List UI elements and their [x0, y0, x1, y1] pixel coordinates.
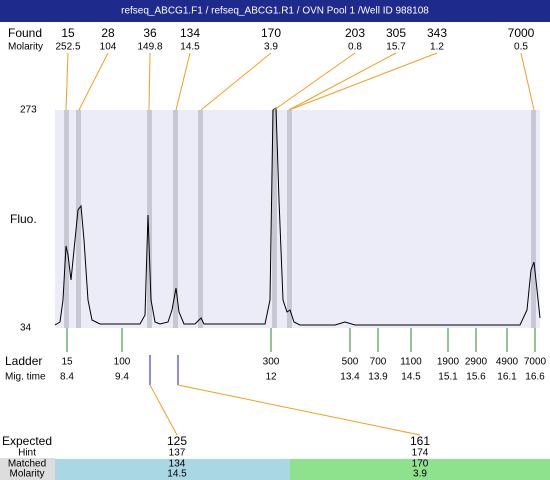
- found-size: 36: [143, 26, 157, 40]
- ladder-label: Ladder: [5, 354, 42, 368]
- ladder-size: 2900: [465, 357, 488, 368]
- found-molarity: 15.7: [386, 42, 406, 53]
- molarity-label: Molarity: [8, 42, 43, 53]
- exp-molarity-label: Molarity: [9, 469, 44, 480]
- ladder-time: 15.6: [466, 372, 486, 383]
- found-size: 7000: [508, 26, 535, 40]
- ladder-time: 13.4: [340, 372, 360, 383]
- label-bg: [0, 458, 55, 480]
- hint-size: 137: [169, 448, 186, 459]
- found-molarity: 252.5: [55, 42, 80, 53]
- title-bar: [0, 0, 550, 22]
- ladder-size: 4900: [496, 357, 519, 368]
- expected-label: Expected: [2, 434, 52, 448]
- peak-connector: [200, 52, 272, 111]
- ladder-time: 15.1: [438, 372, 458, 383]
- ladder-size: 500: [342, 357, 359, 368]
- peak-connector: [175, 52, 191, 111]
- found-molarity: 149.8: [137, 42, 162, 53]
- found-size: 343: [427, 26, 447, 40]
- matched-band: [290, 459, 550, 480]
- ladder-size: 15: [61, 357, 73, 368]
- matched-band: [55, 459, 290, 480]
- found-molarity: 14.5: [180, 42, 200, 53]
- peak-connector: [78, 52, 109, 111]
- matched-molarity: 14.5: [167, 469, 187, 480]
- peak-bands: [64, 110, 536, 328]
- matched-molarity: 3.9: [413, 469, 427, 480]
- peak-connector: [288, 52, 397, 111]
- ladder-size: 1100: [400, 357, 422, 368]
- ladder-size: 100: [114, 357, 131, 368]
- found-molarity: 0.5: [514, 42, 528, 53]
- peak-connector: [288, 52, 438, 111]
- title: refseq_ABCG1.F1 / refseq_ABCG1.R1 / OVN …: [121, 6, 429, 17]
- found-size: 170: [261, 26, 281, 40]
- ladder-size: 1900: [437, 357, 460, 368]
- matched-label: Matched: [8, 459, 46, 470]
- plot-area: [55, 110, 540, 328]
- matched-size: 134: [169, 459, 186, 470]
- found-molarity: 1.2: [430, 42, 444, 53]
- hint-size: 174: [412, 448, 429, 459]
- expected-size: 125: [167, 434, 187, 448]
- found-molarity: 104: [100, 42, 117, 53]
- expected-size: 161: [410, 434, 430, 448]
- ladder-time: 9.4: [115, 372, 129, 383]
- ladder-time: 14.5: [401, 372, 421, 383]
- peak-connector: [65, 52, 69, 111]
- peak-connector: [273, 52, 356, 111]
- ladder-time: 13.9: [368, 372, 388, 383]
- mig-label: Mig. time: [5, 372, 46, 383]
- ladder-time: 8.4: [60, 372, 74, 383]
- found-size: 305: [386, 26, 406, 40]
- peak-connector: [520, 52, 535, 111]
- ladder-size: 700: [370, 357, 387, 368]
- expected-connector: [149, 384, 178, 436]
- found-size: 15: [61, 26, 75, 40]
- found-size: 134: [180, 26, 200, 40]
- trace: [54, 107, 541, 326]
- ladder-time: 16.1: [497, 372, 517, 383]
- found-molarity: 3.9: [264, 42, 278, 53]
- found-label: Found: [8, 26, 42, 40]
- y-label: Fluo.: [10, 212, 37, 226]
- found-molarity: 0.8: [348, 42, 362, 53]
- found-size: 203: [345, 26, 365, 40]
- matched-size: 170: [412, 459, 429, 470]
- expected-connector: [177, 384, 421, 436]
- y-top: 273: [20, 105, 37, 116]
- y-bottom: 34: [20, 323, 32, 334]
- hint-label: Hint: [18, 448, 36, 459]
- ladder-size: 7000: [524, 357, 547, 368]
- found-size: 28: [101, 26, 115, 40]
- ladder-size: 300: [263, 357, 280, 368]
- peak-connector: [148, 52, 151, 111]
- ladder-time: 16.6: [525, 372, 545, 383]
- ladder-time: 12: [265, 372, 277, 383]
